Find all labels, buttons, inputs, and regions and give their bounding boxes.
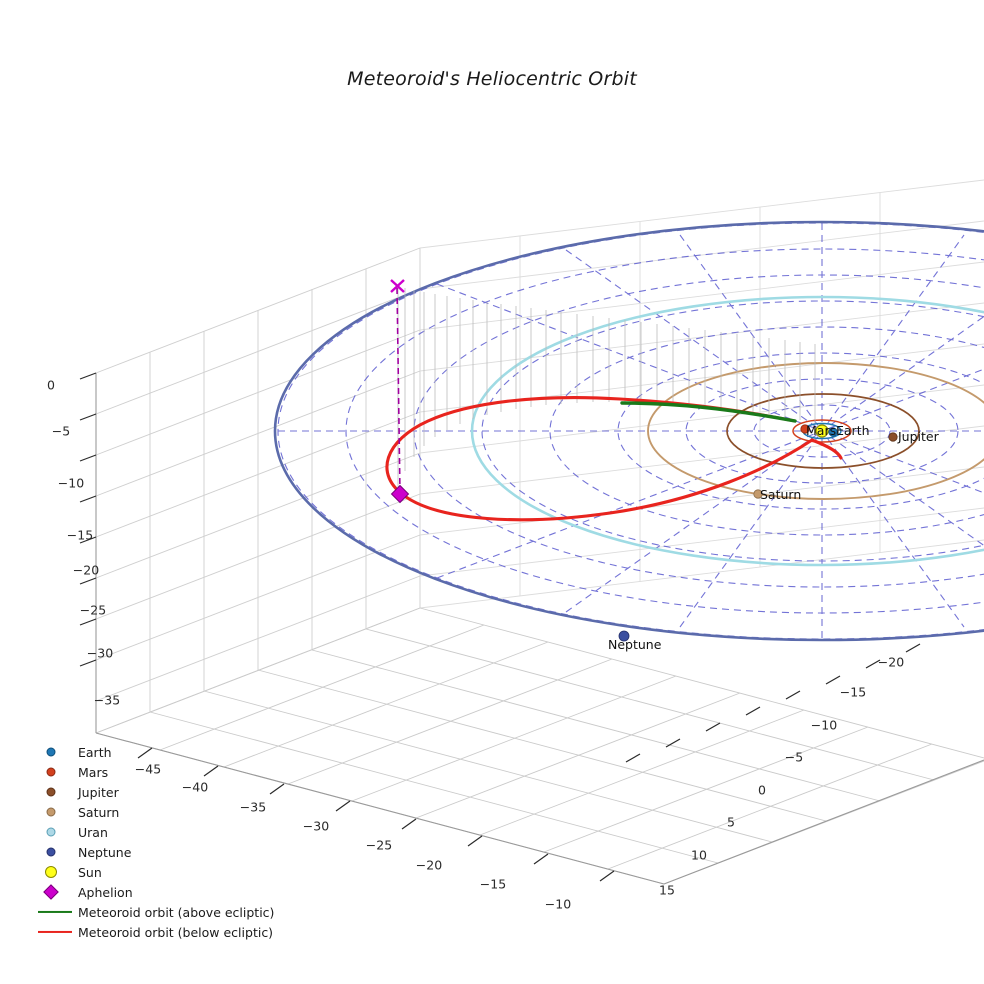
legend-item-jupiter-label: Jupiter <box>78 784 119 800</box>
aphelion-drop-line <box>396 285 401 495</box>
legend-item-orbit-above[interactable]: Meteoroid orbit (above ecliptic) <box>36 902 298 922</box>
body-marker-saturn <box>753 489 763 499</box>
pane-left-wall <box>95 247 421 734</box>
axis-spines <box>95 373 984 885</box>
body-label-mars: Mars <box>806 423 837 438</box>
body-marker-neptune <box>618 630 630 642</box>
legend-item-sun[interactable]: Sun <box>36 862 298 882</box>
legend-item-earth-label: Earth <box>78 744 112 760</box>
legend-item-aphelion-label: Aphelion <box>78 884 133 900</box>
y-axis-tick-label: −5 <box>784 749 804 765</box>
legend-item-orbit-above-label: Meteoroid orbit (above ecliptic) <box>78 904 275 920</box>
y-axis-tick-label: −20 <box>877 654 905 670</box>
legend-item-mars[interactable]: Mars <box>36 762 298 782</box>
x-axis-tick-label: −15 <box>479 876 507 892</box>
body-marker-sun <box>815 424 829 438</box>
x-axis-tick-label: −20 <box>415 857 443 873</box>
orbit-neptune <box>273 220 984 642</box>
orbit-jupiter <box>726 393 920 469</box>
legend-item-mars-label: Mars <box>78 764 109 780</box>
z-axis-tick-label: −20 <box>72 562 100 578</box>
legend-item-orbit-below[interactable]: Meteoroid orbit (below ecliptic) <box>36 922 298 942</box>
z-axis-tick-label: −5 <box>51 423 71 439</box>
y-axis-tick-label: 10 <box>691 847 707 863</box>
x-axis-tick-label: −45 <box>134 761 162 777</box>
z-axis-tick-label: −25 <box>79 602 107 618</box>
legend-item-saturn[interactable]: Saturn <box>36 802 298 822</box>
legend-item-aphelion[interactable]: Aphelion <box>36 882 298 902</box>
legend-item-aphelion-marker-icon <box>36 882 78 902</box>
planet-orbits <box>273 220 984 642</box>
legend-item-earth-marker-icon <box>36 742 78 762</box>
meteoroid-orbit-below-ecliptic <box>385 395 814 522</box>
legend-item-saturn-label: Saturn <box>78 804 120 820</box>
aphelion-diamond-marker <box>390 484 410 504</box>
legend-item-earth[interactable]: Earth <box>36 742 298 762</box>
axis-ticks <box>79 372 921 882</box>
legend-item-saturn-marker-icon <box>36 802 78 822</box>
x-axis-tick-label: −30 <box>302 818 330 834</box>
body-marker-earth <box>828 427 838 437</box>
orbit-mars <box>792 419 852 443</box>
body-label-earth: Earth <box>836 423 870 438</box>
legend-item-uran-marker-icon <box>36 822 78 842</box>
legend-item-mars-marker-icon <box>36 762 78 782</box>
meteoroid-orbit-above-ecliptic <box>620 401 797 423</box>
aphelion-group <box>390 279 410 504</box>
pane-floor-grid <box>95 607 984 885</box>
z-axis-tick-label: −10 <box>57 475 85 491</box>
x-axis-tick-label: −35 <box>239 799 267 815</box>
legend-item-sun-label: Sun <box>78 864 102 880</box>
z-axis-tick-label: 0 <box>47 377 55 393</box>
legend-item-orbit-above-marker-icon <box>36 902 78 922</box>
x-axis-tick-label: −25 <box>365 837 393 853</box>
z-axis-tick-label: −30 <box>86 645 114 661</box>
body-label-neptune: Neptune <box>608 637 662 652</box>
legend-item-orbit-below-marker-icon <box>36 922 78 942</box>
page-title: Meteoroid's Heliocentric Orbit <box>347 68 637 90</box>
legend-item-uran-label: Uran <box>78 824 108 840</box>
x-axis-tick-label: −40 <box>181 779 209 795</box>
legend-item-jupiter-marker-icon <box>36 782 78 802</box>
orbit-uranus <box>470 295 984 567</box>
orbit-saturn <box>647 362 984 500</box>
meteoroid-orbit-far-arc <box>810 438 843 460</box>
aphelion-x-icon <box>390 279 405 293</box>
legend-item-uran[interactable]: Uran <box>36 822 298 842</box>
pane-right-wall <box>419 179 984 609</box>
legend-item-neptune-label: Neptune <box>78 844 132 860</box>
y-axis-tick-label: −10 <box>810 717 838 733</box>
z-axis-tick-label: −15 <box>66 527 94 543</box>
y-axis-tick-label: 15 <box>659 882 675 898</box>
body-label-jupiter: Jupiter <box>898 429 939 444</box>
body-markers <box>618 424 898 642</box>
ecliptic-polar-grid <box>277 222 984 640</box>
legend: Earth Mars Jupiter Saturn Uran Neptune Sun Aphe… <box>36 742 298 942</box>
y-axis-tick-label: −15 <box>839 684 867 700</box>
body-marker-mars <box>800 424 810 434</box>
x-axis-tick-label: −10 <box>544 896 572 912</box>
legend-item-jupiter[interactable]: Jupiter <box>36 782 298 802</box>
legend-item-neptune-marker-icon <box>36 842 78 862</box>
z-axis-tick-label: −35 <box>93 692 121 708</box>
y-axis-tick-label: 5 <box>727 814 735 830</box>
legend-item-neptune[interactable]: Neptune <box>36 842 298 862</box>
body-marker-jupiter <box>888 432 898 442</box>
meteoroid-stem-lines <box>397 286 816 488</box>
legend-item-sun-marker-icon <box>36 862 78 882</box>
legend-item-orbit-below-label: Meteoroid orbit (below ecliptic) <box>78 924 274 940</box>
meteoroid-orbit <box>385 395 843 522</box>
body-label-saturn: Saturn <box>760 487 802 502</box>
y-axis-tick-label: 0 <box>758 782 766 798</box>
